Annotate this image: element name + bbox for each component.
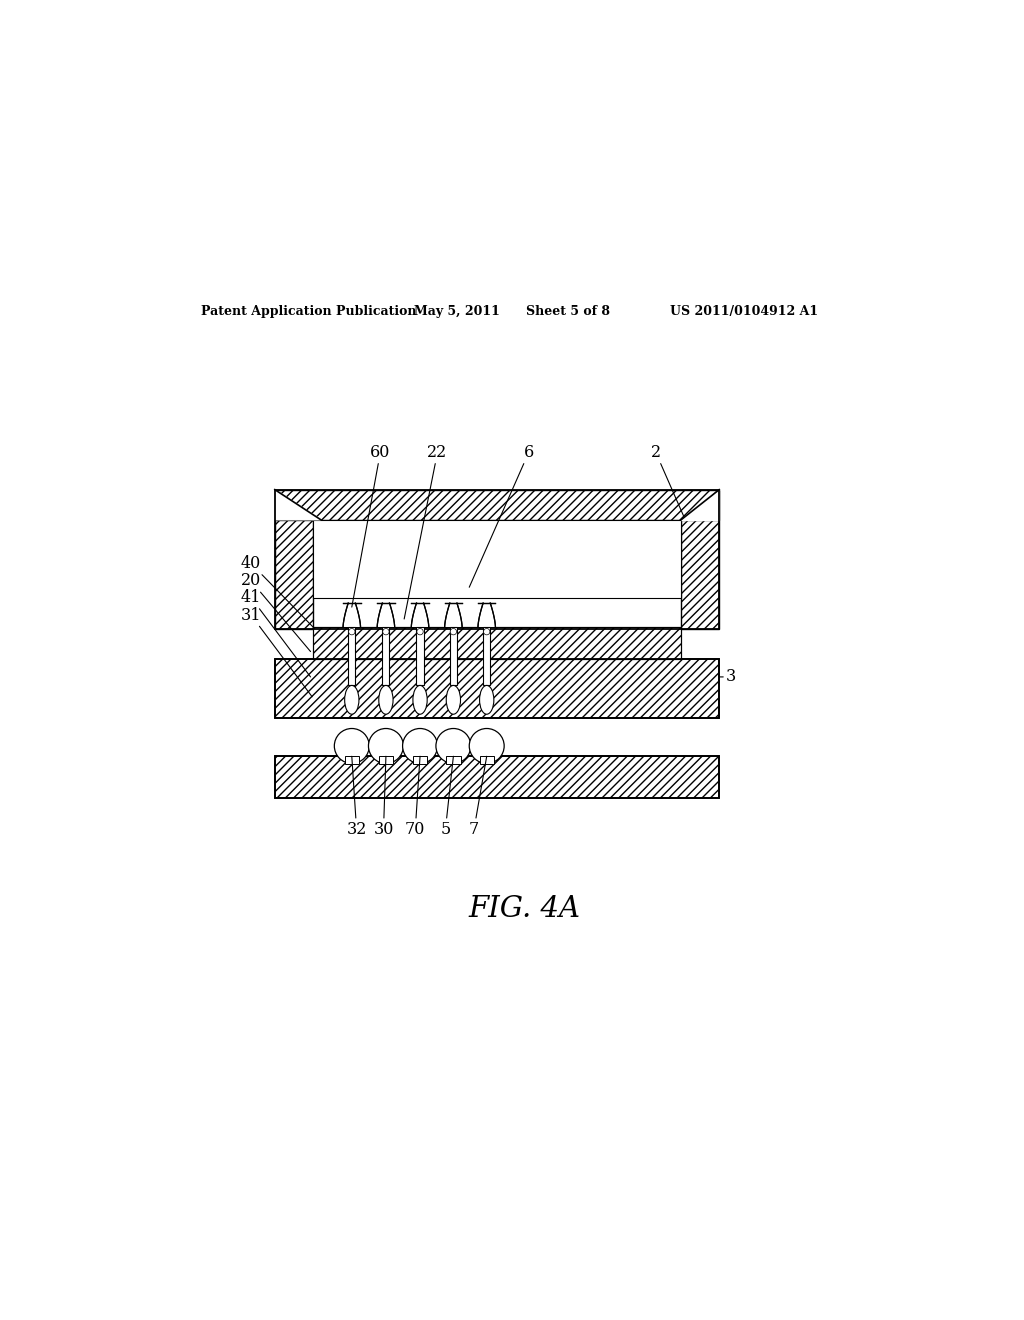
Circle shape [483, 628, 489, 635]
Ellipse shape [413, 685, 427, 714]
Text: 5: 5 [440, 756, 454, 838]
Text: 32: 32 [346, 756, 367, 838]
Circle shape [451, 628, 457, 635]
Bar [313, 627, 681, 659]
Bar [450, 627, 457, 685]
Polygon shape [274, 490, 321, 520]
Circle shape [334, 729, 370, 763]
Text: 40: 40 [241, 554, 314, 628]
Polygon shape [412, 603, 429, 627]
Bar [274, 490, 719, 628]
Polygon shape [274, 491, 319, 519]
Text: 2: 2 [650, 444, 684, 516]
Bar [313, 627, 681, 659]
Text: Sheet 5 of 8: Sheet 5 of 8 [526, 305, 610, 318]
Text: 6: 6 [469, 444, 534, 587]
Polygon shape [681, 490, 719, 520]
Bar [681, 490, 719, 628]
Polygon shape [478, 603, 496, 627]
Bar [274, 490, 313, 628]
Text: 60: 60 [352, 444, 390, 607]
Text: FIG. 4A: FIG. 4A [469, 895, 581, 923]
Text: May 5, 2011: May 5, 2011 [414, 305, 500, 318]
Bar [274, 756, 719, 797]
Polygon shape [377, 603, 394, 627]
Ellipse shape [479, 685, 494, 714]
Polygon shape [444, 603, 462, 627]
Bar [413, 756, 427, 764]
Text: 20: 20 [241, 573, 310, 652]
Circle shape [469, 729, 504, 763]
Bar [274, 756, 719, 797]
Bar [313, 520, 681, 598]
Bar [382, 627, 389, 685]
Text: 41: 41 [241, 589, 310, 677]
Bar [479, 756, 494, 764]
Ellipse shape [446, 685, 461, 714]
Bar [348, 627, 355, 685]
Circle shape [348, 628, 355, 635]
Ellipse shape [345, 685, 359, 714]
Circle shape [369, 729, 403, 763]
Bar [274, 659, 719, 718]
Bar [379, 756, 393, 764]
Text: Patent Application Publication: Patent Application Publication [201, 305, 417, 318]
Circle shape [417, 628, 423, 635]
Circle shape [436, 729, 471, 763]
Text: 22: 22 [404, 444, 447, 619]
Text: 7: 7 [469, 756, 486, 838]
Text: 31: 31 [241, 606, 312, 697]
Text: 70: 70 [406, 756, 425, 838]
Circle shape [383, 628, 389, 635]
Bar [483, 627, 490, 685]
Bar [446, 756, 461, 764]
Circle shape [402, 729, 437, 763]
Text: 30: 30 [374, 756, 393, 838]
Bar [274, 490, 719, 520]
Bar [417, 627, 424, 685]
Bar [274, 659, 719, 718]
Bar [345, 756, 359, 764]
Ellipse shape [379, 685, 393, 714]
Polygon shape [343, 603, 360, 627]
Text: US 2011/0104912 A1: US 2011/0104912 A1 [670, 305, 818, 318]
Text: 3: 3 [719, 668, 736, 685]
